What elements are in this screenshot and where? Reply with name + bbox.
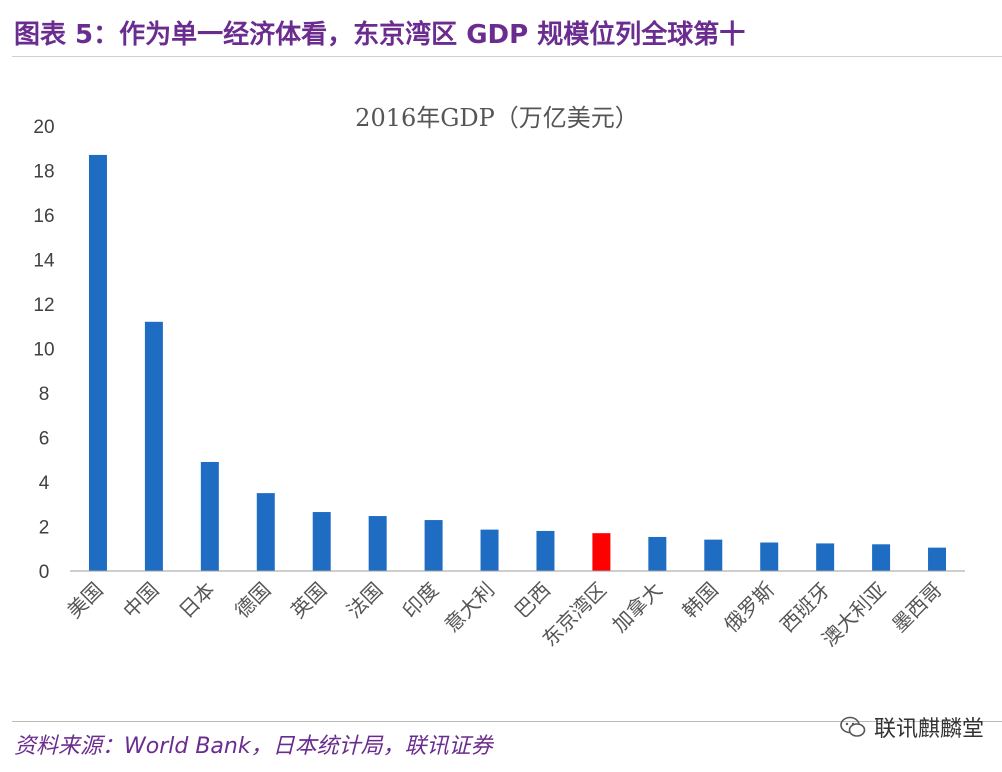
bar — [592, 533, 611, 571]
wechat-icon — [840, 716, 866, 737]
bar — [368, 516, 387, 571]
bar — [648, 536, 667, 571]
chart-title: 2016年GDP（万亿美元） — [355, 104, 639, 132]
y-axis: 0 2 4 6 8 10 12 14 16 18 20 — [33, 117, 55, 583]
source-note: 资料来源：World Bank，日本统计局，联讯证券 — [14, 734, 493, 759]
watermark-text: 联讯麒麟堂 — [873, 717, 984, 742]
x-tick-label: 印度 — [398, 578, 443, 623]
bar — [312, 512, 331, 571]
x-tick-label: 加拿大 — [607, 578, 666, 637]
x-tick-label: 韩国 — [678, 578, 723, 623]
bar — [536, 530, 555, 571]
x-tick-label: 德国 — [230, 578, 275, 623]
y-tick-label: 8 — [39, 384, 50, 405]
x-tick-label: 中国 — [118, 578, 163, 623]
bar — [816, 543, 835, 571]
y-tick-label: 18 — [33, 162, 54, 183]
gdp-bar-chart: 2016年GDP（万亿美元） 0 2 4 6 8 10 12 14 16 18 20 美国 中国 日本德… — [33, 104, 965, 652]
x-tick-label: 俄罗斯 — [719, 578, 778, 637]
y-tick-label: 2 — [39, 518, 50, 539]
x-tick-label: 意大利 — [440, 578, 499, 637]
watermark: 联讯麒麟堂 — [840, 711, 984, 743]
y-tick-label: 16 — [33, 206, 54, 227]
bar — [704, 539, 723, 571]
y-tick-label: 0 — [39, 562, 50, 583]
x-tick-label: 法国 — [342, 578, 387, 623]
y-tick-label: 6 — [39, 429, 50, 450]
bars-group — [88, 154, 947, 572]
bar — [928, 547, 947, 571]
y-tick-label: 4 — [39, 473, 50, 494]
footer-divider — [12, 721, 1002, 722]
x-tick-label: 墨西哥 — [887, 578, 946, 637]
title-divider — [12, 56, 1002, 57]
bar — [760, 542, 779, 571]
x-tick-label: 英国 — [286, 578, 331, 623]
bar — [88, 154, 107, 572]
y-tick-label: 12 — [33, 295, 54, 316]
bar — [872, 544, 891, 571]
bar — [424, 520, 443, 571]
y-tick-label: 20 — [33, 117, 54, 138]
bar — [256, 493, 275, 571]
y-tick-label: 14 — [33, 251, 55, 272]
x-tick-label: 巴西 — [510, 578, 555, 623]
bar — [480, 529, 499, 571]
bar — [144, 321, 163, 571]
y-tick-label: 10 — [33, 340, 54, 361]
x-tick-label: 美国 — [62, 578, 107, 623]
figure-title: 图表 5：作为单一经济体看，东京湾区 GDP 规模位列全球第十 — [14, 20, 746, 50]
x-tick-label: 日本 — [174, 578, 219, 623]
bar — [200, 461, 219, 571]
